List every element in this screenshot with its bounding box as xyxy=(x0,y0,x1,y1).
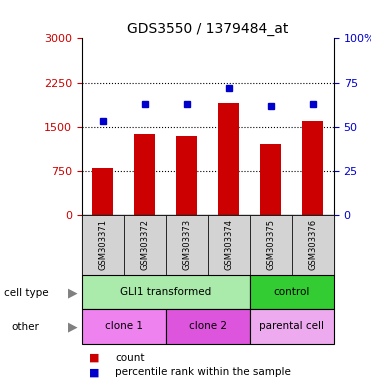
Text: GSM303371: GSM303371 xyxy=(98,219,107,270)
Bar xyxy=(166,309,250,344)
Bar xyxy=(260,144,281,215)
Text: percentile rank within the sample: percentile rank within the sample xyxy=(115,367,291,377)
Text: GSM303372: GSM303372 xyxy=(140,219,149,270)
Text: parental cell: parental cell xyxy=(259,321,324,331)
Text: clone 2: clone 2 xyxy=(189,321,227,331)
Text: GSM303375: GSM303375 xyxy=(266,219,275,270)
Text: GSM303376: GSM303376 xyxy=(308,219,317,270)
Text: cell type: cell type xyxy=(4,288,48,298)
Text: ■: ■ xyxy=(89,367,99,377)
Bar xyxy=(208,215,250,275)
Text: other: other xyxy=(11,322,39,332)
Bar xyxy=(250,309,334,344)
Bar xyxy=(82,275,250,309)
Text: ▶: ▶ xyxy=(68,286,77,299)
Bar xyxy=(302,121,324,215)
Bar xyxy=(134,134,155,215)
Text: count: count xyxy=(115,353,145,363)
Bar xyxy=(250,215,292,275)
Bar xyxy=(82,309,166,344)
Bar xyxy=(92,168,113,215)
Bar xyxy=(292,215,334,275)
Text: ■: ■ xyxy=(89,353,99,363)
Text: control: control xyxy=(274,287,310,297)
Text: GLI1 transformed: GLI1 transformed xyxy=(120,287,211,297)
Text: clone 1: clone 1 xyxy=(105,321,143,331)
Bar xyxy=(176,136,197,215)
Bar xyxy=(218,103,239,215)
Bar xyxy=(250,275,334,309)
Bar xyxy=(82,215,124,275)
Title: GDS3550 / 1379484_at: GDS3550 / 1379484_at xyxy=(127,22,288,36)
Bar xyxy=(166,215,208,275)
Text: GSM303373: GSM303373 xyxy=(182,219,191,270)
Text: GSM303374: GSM303374 xyxy=(224,219,233,270)
Bar xyxy=(124,215,166,275)
Text: ▶: ▶ xyxy=(68,321,77,334)
